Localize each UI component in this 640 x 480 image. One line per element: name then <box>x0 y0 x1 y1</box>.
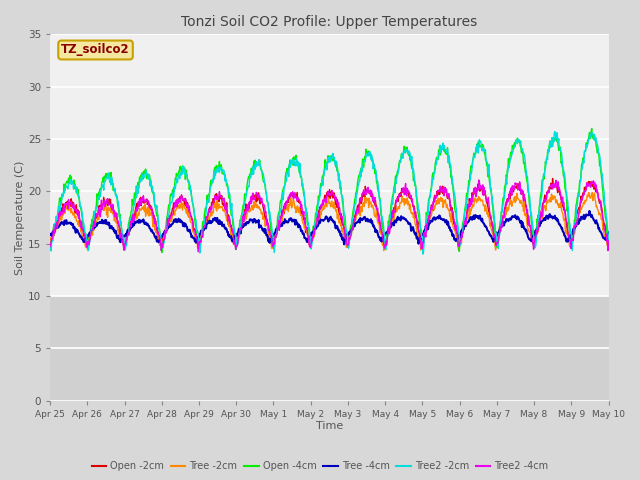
Bar <box>50 35 609 296</box>
Tree2 -2cm <box>605 240 612 246</box>
Tree2 -2cm <box>492 230 500 236</box>
Open -4cm <box>158 250 166 255</box>
Tree -4cm <box>292 217 300 223</box>
Tree -2cm <box>380 248 388 253</box>
Line: Tree -4cm: Tree -4cm <box>50 211 609 244</box>
Open -4cm <box>103 172 111 178</box>
Tree2 -2cm <box>551 129 559 134</box>
Tree -2cm <box>492 244 500 250</box>
Tree -2cm <box>430 207 438 213</box>
Tree -2cm <box>585 190 593 195</box>
Tree2 -4cm <box>605 238 612 244</box>
Tree2 -4cm <box>292 196 300 202</box>
Tree -4cm <box>46 231 54 237</box>
Open -2cm <box>605 241 612 247</box>
Open -2cm <box>455 247 463 253</box>
Tree -2cm <box>103 206 111 212</box>
Tree -2cm <box>605 240 612 246</box>
Line: Tree2 -2cm: Tree2 -2cm <box>50 132 609 254</box>
Tree2 -2cm <box>482 157 490 163</box>
Tree -4cm <box>340 241 348 247</box>
Title: Tonzi Soil CO2 Profile: Upper Temperatures: Tonzi Soil CO2 Profile: Upper Temperatur… <box>181 15 477 29</box>
Open -2cm <box>46 236 54 242</box>
Tree -2cm <box>272 235 280 240</box>
Tree2 -4cm <box>430 196 438 202</box>
Tree2 -2cm <box>46 240 54 246</box>
Open -4cm <box>273 226 280 231</box>
Tree2 -2cm <box>419 251 427 257</box>
Tree -4cm <box>482 224 490 230</box>
Tree2 -2cm <box>103 176 111 181</box>
Tree -4cm <box>430 215 438 220</box>
Line: Open -4cm: Open -4cm <box>50 129 609 252</box>
Tree -4cm <box>586 208 593 214</box>
Line: Tree -2cm: Tree -2cm <box>50 192 609 251</box>
Y-axis label: Soil Temperature (C): Soil Temperature (C) <box>15 160 25 275</box>
Text: TZ_soilco2: TZ_soilco2 <box>61 44 130 57</box>
Line: Open -2cm: Open -2cm <box>50 179 609 250</box>
Open -2cm <box>429 198 437 204</box>
Open -4cm <box>482 157 490 163</box>
Tree -4cm <box>272 227 280 232</box>
Tree2 -2cm <box>272 232 280 238</box>
Legend: Open -2cm, Tree -2cm, Open -4cm, Tree -4cm, Tree2 -2cm, Tree2 -4cm: Open -2cm, Tree -2cm, Open -4cm, Tree -4… <box>88 457 552 475</box>
X-axis label: Time: Time <box>316 421 343 432</box>
Tree -2cm <box>46 239 54 244</box>
Open -2cm <box>103 198 111 204</box>
Open -4cm <box>492 241 500 247</box>
Tree2 -4cm <box>483 198 490 204</box>
Open -4cm <box>46 246 54 252</box>
Tree -2cm <box>482 205 490 211</box>
Open -4cm <box>588 126 596 132</box>
Open -2cm <box>292 195 300 201</box>
Bar <box>50 296 609 401</box>
Tree -4cm <box>605 229 612 235</box>
Open -4cm <box>292 159 300 165</box>
Tree2 -4cm <box>46 244 54 250</box>
Tree2 -4cm <box>103 198 111 204</box>
Tree2 -4cm <box>195 249 202 255</box>
Open -4cm <box>605 246 612 252</box>
Open -2cm <box>548 176 556 181</box>
Line: Tree2 -4cm: Tree2 -4cm <box>50 180 609 252</box>
Tree2 -2cm <box>430 169 438 175</box>
Open -4cm <box>430 169 438 175</box>
Open -2cm <box>272 230 280 236</box>
Open -2cm <box>492 243 500 249</box>
Tree2 -2cm <box>292 158 300 164</box>
Open -2cm <box>482 196 490 202</box>
Tree2 -4cm <box>273 231 280 237</box>
Tree2 -4cm <box>475 177 483 183</box>
Tree -4cm <box>103 221 111 227</box>
Tree -4cm <box>492 234 500 240</box>
Tree2 -4cm <box>493 240 500 246</box>
Tree -2cm <box>292 210 300 216</box>
